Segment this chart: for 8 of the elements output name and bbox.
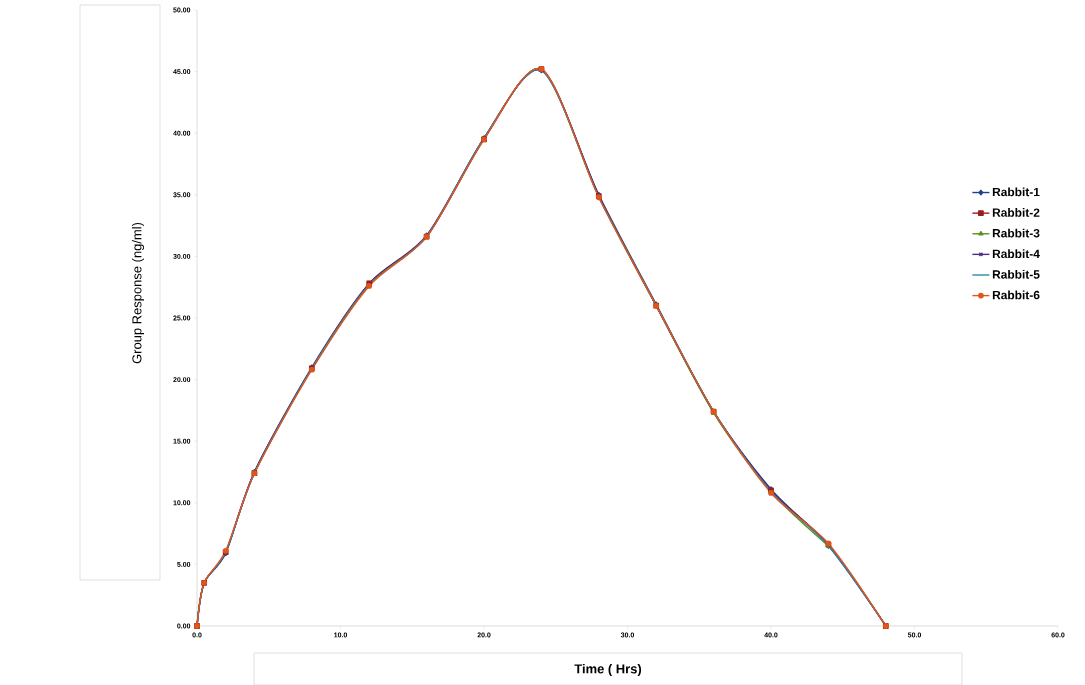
x-axis-title: Time ( Hrs) bbox=[574, 663, 642, 677]
legend-label: Rabbit-6 bbox=[992, 290, 1040, 300]
legend-label: Rabbit-4 bbox=[992, 249, 1040, 259]
legend-label: Rabbit-2 bbox=[992, 208, 1040, 217]
y-axis-title: Group Response (ng/ml) bbox=[131, 222, 145, 364]
legend-label: Rabbit-1 bbox=[992, 187, 1040, 197]
legend-label: Rabbit-5 bbox=[992, 269, 1040, 279]
legend-label: Rabbit-3 bbox=[992, 228, 1040, 238]
